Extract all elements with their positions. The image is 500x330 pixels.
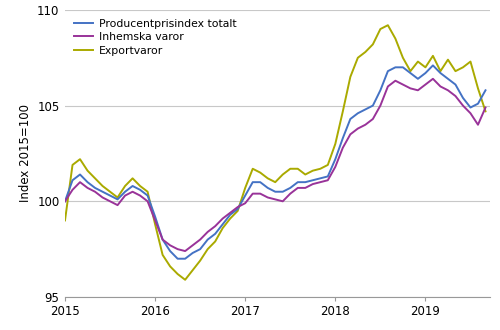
Inhemska varor [62,199,68,203]
Inhemska varor [182,249,188,253]
Producentprisindex totalt [430,63,436,67]
Exportvaror [62,218,68,222]
Producentprisindex totalt [482,88,488,92]
Producentprisindex totalt [355,111,361,115]
Producentprisindex totalt [250,180,256,184]
Producentprisindex totalt [77,173,83,177]
Legend: Producentprisindex totalt, Inhemska varor, Exportvaror: Producentprisindex totalt, Inhemska varo… [70,15,239,59]
Inhemska varor [355,127,361,131]
Exportvaror [355,56,361,60]
Producentprisindex totalt [84,180,90,184]
Line: Producentprisindex totalt: Producentprisindex totalt [65,65,486,259]
Exportvaror [385,23,391,27]
Inhemska varor [77,180,83,184]
Exportvaror [362,50,368,54]
Exportvaror [174,272,180,276]
Y-axis label: Index 2015=100: Index 2015=100 [18,105,32,202]
Producentprisindex totalt [174,257,180,261]
Producentprisindex totalt [62,199,68,203]
Inhemska varor [84,186,90,190]
Line: Exportvaror: Exportvaror [65,25,486,280]
Producentprisindex totalt [362,108,368,112]
Inhemska varor [362,123,368,127]
Exportvaror [182,278,188,282]
Inhemska varor [430,77,436,81]
Exportvaror [250,167,256,171]
Inhemska varor [250,192,256,196]
Inhemska varor [482,106,488,110]
Producentprisindex totalt [182,257,188,261]
Exportvaror [482,109,488,113]
Exportvaror [77,157,83,161]
Line: Inhemska varor: Inhemska varor [65,79,486,251]
Inhemska varor [174,247,180,251]
Exportvaror [84,169,90,173]
